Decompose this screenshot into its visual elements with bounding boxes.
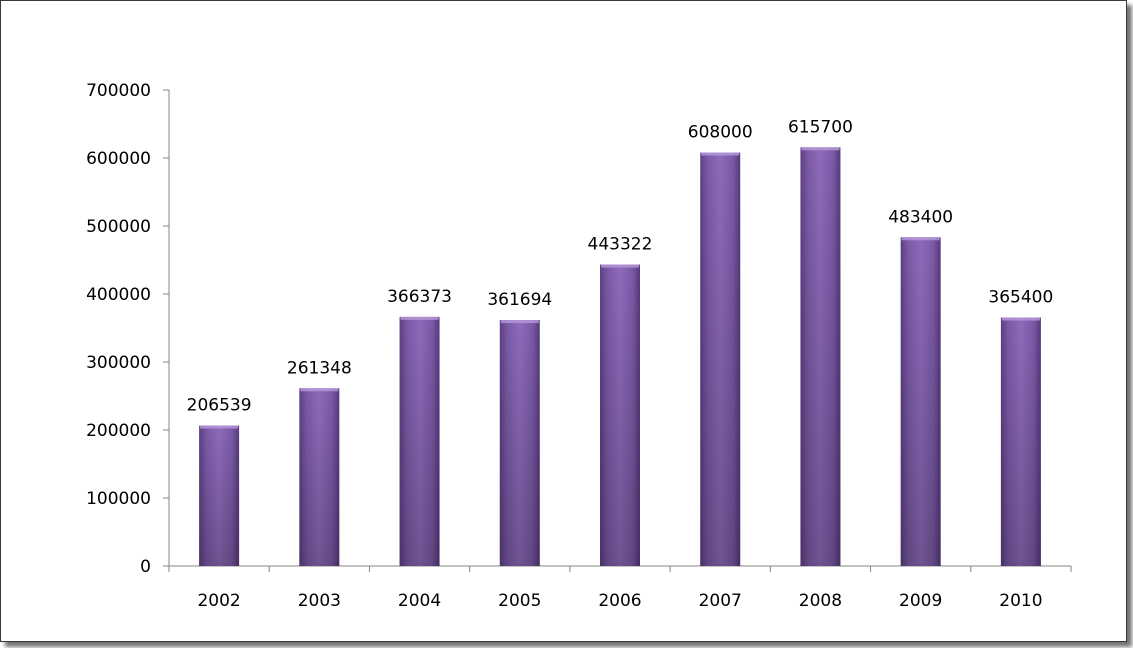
- bar-2008: [800, 147, 841, 566]
- bar-2006: [600, 264, 640, 566]
- bar-highlight: [601, 264, 639, 268]
- data-label: 483400: [888, 207, 953, 227]
- bar-2010: [1000, 317, 1041, 566]
- data-label: 608000: [688, 123, 753, 143]
- bars: [199, 147, 1041, 566]
- bar-shade: [199, 425, 240, 566]
- bar-2005: [499, 320, 540, 566]
- bar-2009: [900, 237, 941, 566]
- bar-shade: [800, 147, 841, 566]
- bar-2007: [700, 152, 741, 566]
- y-axis-ticks: 0 100000 200000 300000 400000 500000 600000 700…: [86, 81, 169, 577]
- data-label: 261348: [287, 358, 352, 378]
- data-labels: 206539 261348 366373 361694 443322 608000 6157…: [187, 117, 1054, 415]
- bar-highlight: [1001, 317, 1040, 321]
- bar-2003: [299, 388, 340, 566]
- x-tick-label: 2010: [999, 591, 1042, 611]
- x-axis-labels: 2002 2003 2004 2005 2006 2007 2008 2009 2010: [197, 591, 1042, 611]
- y-tick-label: 100000: [86, 489, 151, 509]
- data-label: 615700: [788, 117, 853, 137]
- x-tick-label: 2003: [298, 591, 341, 611]
- data-label: 365400: [988, 288, 1053, 308]
- bar-highlight: [500, 320, 539, 324]
- bar-highlight: [901, 237, 940, 241]
- y-tick-label: 200000: [86, 421, 151, 441]
- bar-highlight: [701, 152, 740, 156]
- data-label: 366373: [387, 287, 452, 307]
- x-tick-label: 2002: [197, 591, 240, 611]
- bar-highlight: [400, 316, 439, 320]
- y-tick-label: 700000: [86, 81, 151, 101]
- x-tick-label: 2005: [498, 591, 541, 611]
- bar-highlight: [200, 425, 239, 429]
- bar-2002: [199, 425, 240, 566]
- x-tick-label: 2007: [699, 591, 742, 611]
- x-tick-label: 2009: [899, 591, 942, 611]
- x-tick-label: 2004: [398, 591, 441, 611]
- bar-shade: [900, 237, 941, 566]
- bar-highlight: [801, 147, 840, 151]
- y-tick-label: 500000: [86, 217, 151, 237]
- y-tick-label: 600000: [86, 149, 151, 169]
- y-tick-label: 0: [140, 557, 151, 577]
- bar-shade: [299, 388, 340, 566]
- y-tick-label: 400000: [86, 285, 151, 305]
- data-label: 206539: [187, 396, 252, 416]
- bar-shade: [600, 264, 640, 566]
- bar-shade: [499, 320, 540, 566]
- bar-2004: [399, 316, 440, 566]
- bar-shade: [399, 316, 440, 566]
- data-label: 443322: [588, 235, 653, 255]
- bar-shade: [700, 152, 741, 566]
- x-tick-label: 2008: [799, 591, 842, 611]
- y-tick-label: 300000: [86, 353, 151, 373]
- bar-shade: [1000, 317, 1041, 566]
- data-label: 361694: [487, 290, 552, 310]
- bar-highlight: [300, 388, 339, 392]
- x-tick-label: 2006: [598, 591, 641, 611]
